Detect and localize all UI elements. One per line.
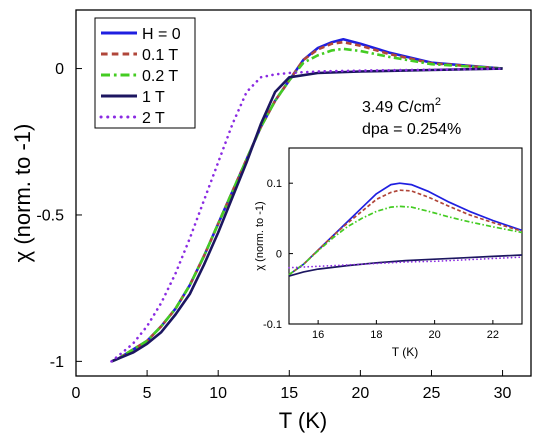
inset-background: [286, 148, 522, 324]
legend-label-0: H = 0: [142, 26, 181, 43]
y-axis-label: χ (norm. to -1): [10, 124, 35, 263]
inset-plot: 16 18 20 22 0.1 0 -0.1 T (K) χ (norm. to -1): [254, 147, 523, 359]
main-ticks: 0 5 10 15 20 25 300-0.5-1: [36, 61, 511, 402]
x-axis-label: T (K): [279, 408, 327, 433]
inset-y-tick-label: -0.1: [263, 319, 282, 331]
inset-ticks: 16 18 20 22 0.1 0 -0.1: [263, 178, 499, 341]
inset-x-tick-label: 20: [429, 329, 441, 341]
main-series-line-2: [111, 47, 503, 363]
legend-label-1: 0.1 T: [142, 47, 178, 64]
inset-y-tick-label: 0.1: [267, 178, 282, 190]
inset-plot-frame: [288, 147, 523, 325]
inset-curves: [288, 182, 523, 277]
inset-x-tick-label: 18: [370, 329, 382, 341]
inset-series-line-1: [288, 189, 523, 276]
main-curves: [110, 38, 504, 363]
dose-value: 3.49 C/cm: [362, 99, 435, 116]
legend-label-4: 2 T: [142, 110, 165, 127]
inset-x-tick-label: 16: [312, 329, 324, 341]
inset-series-line-3: [288, 254, 523, 277]
legend-label-3: 1 T: [142, 89, 165, 106]
dose-exponent: 2: [435, 96, 441, 108]
inset-x-axis-label: T (K): [392, 345, 418, 359]
inset-y-tick-label: 0: [276, 248, 282, 260]
main-y-tick-label: -1: [50, 354, 64, 371]
legend-label-2: 0.2 T: [142, 68, 178, 85]
legend-box: [94, 17, 196, 129]
main-x-tick-label: 0: [72, 385, 81, 402]
main-x-tick-label: 10: [209, 385, 227, 402]
inset-y-axis-label: χ (norm. to -1): [254, 201, 266, 270]
inset-x-tick-label: 22: [487, 329, 499, 341]
main-y-tick-label: 0: [55, 61, 64, 78]
legend-items: H = 0 0.1 T 0.2 T 1 T 2 T: [99, 26, 181, 127]
main-x-tick-label: 30: [494, 385, 512, 402]
main-series-line-3: [111, 67, 503, 363]
dpa-annotation: dpa = 0.254%: [362, 121, 461, 138]
main-plot: 0 5 10 15 20 25 300-0.5-1 T (K) χ (norm. to -1…: [10, 9, 532, 433]
dose-annotation: 3.49 C/cm2: [362, 96, 441, 116]
main-x-tick-label: 25: [423, 385, 441, 402]
main-x-tick-label: 20: [351, 385, 369, 402]
main-plot-frame: [75, 9, 532, 377]
inset-series-line-2: [288, 205, 523, 276]
main-series-line-4: [110, 67, 504, 363]
main-x-tick-label: 15: [280, 385, 298, 402]
main-x-tick-label: 5: [143, 385, 152, 402]
main-y-tick-label: -0.5: [36, 208, 64, 225]
legend: H = 0 0.1 T 0.2 T 1 T 2 T: [94, 17, 196, 129]
